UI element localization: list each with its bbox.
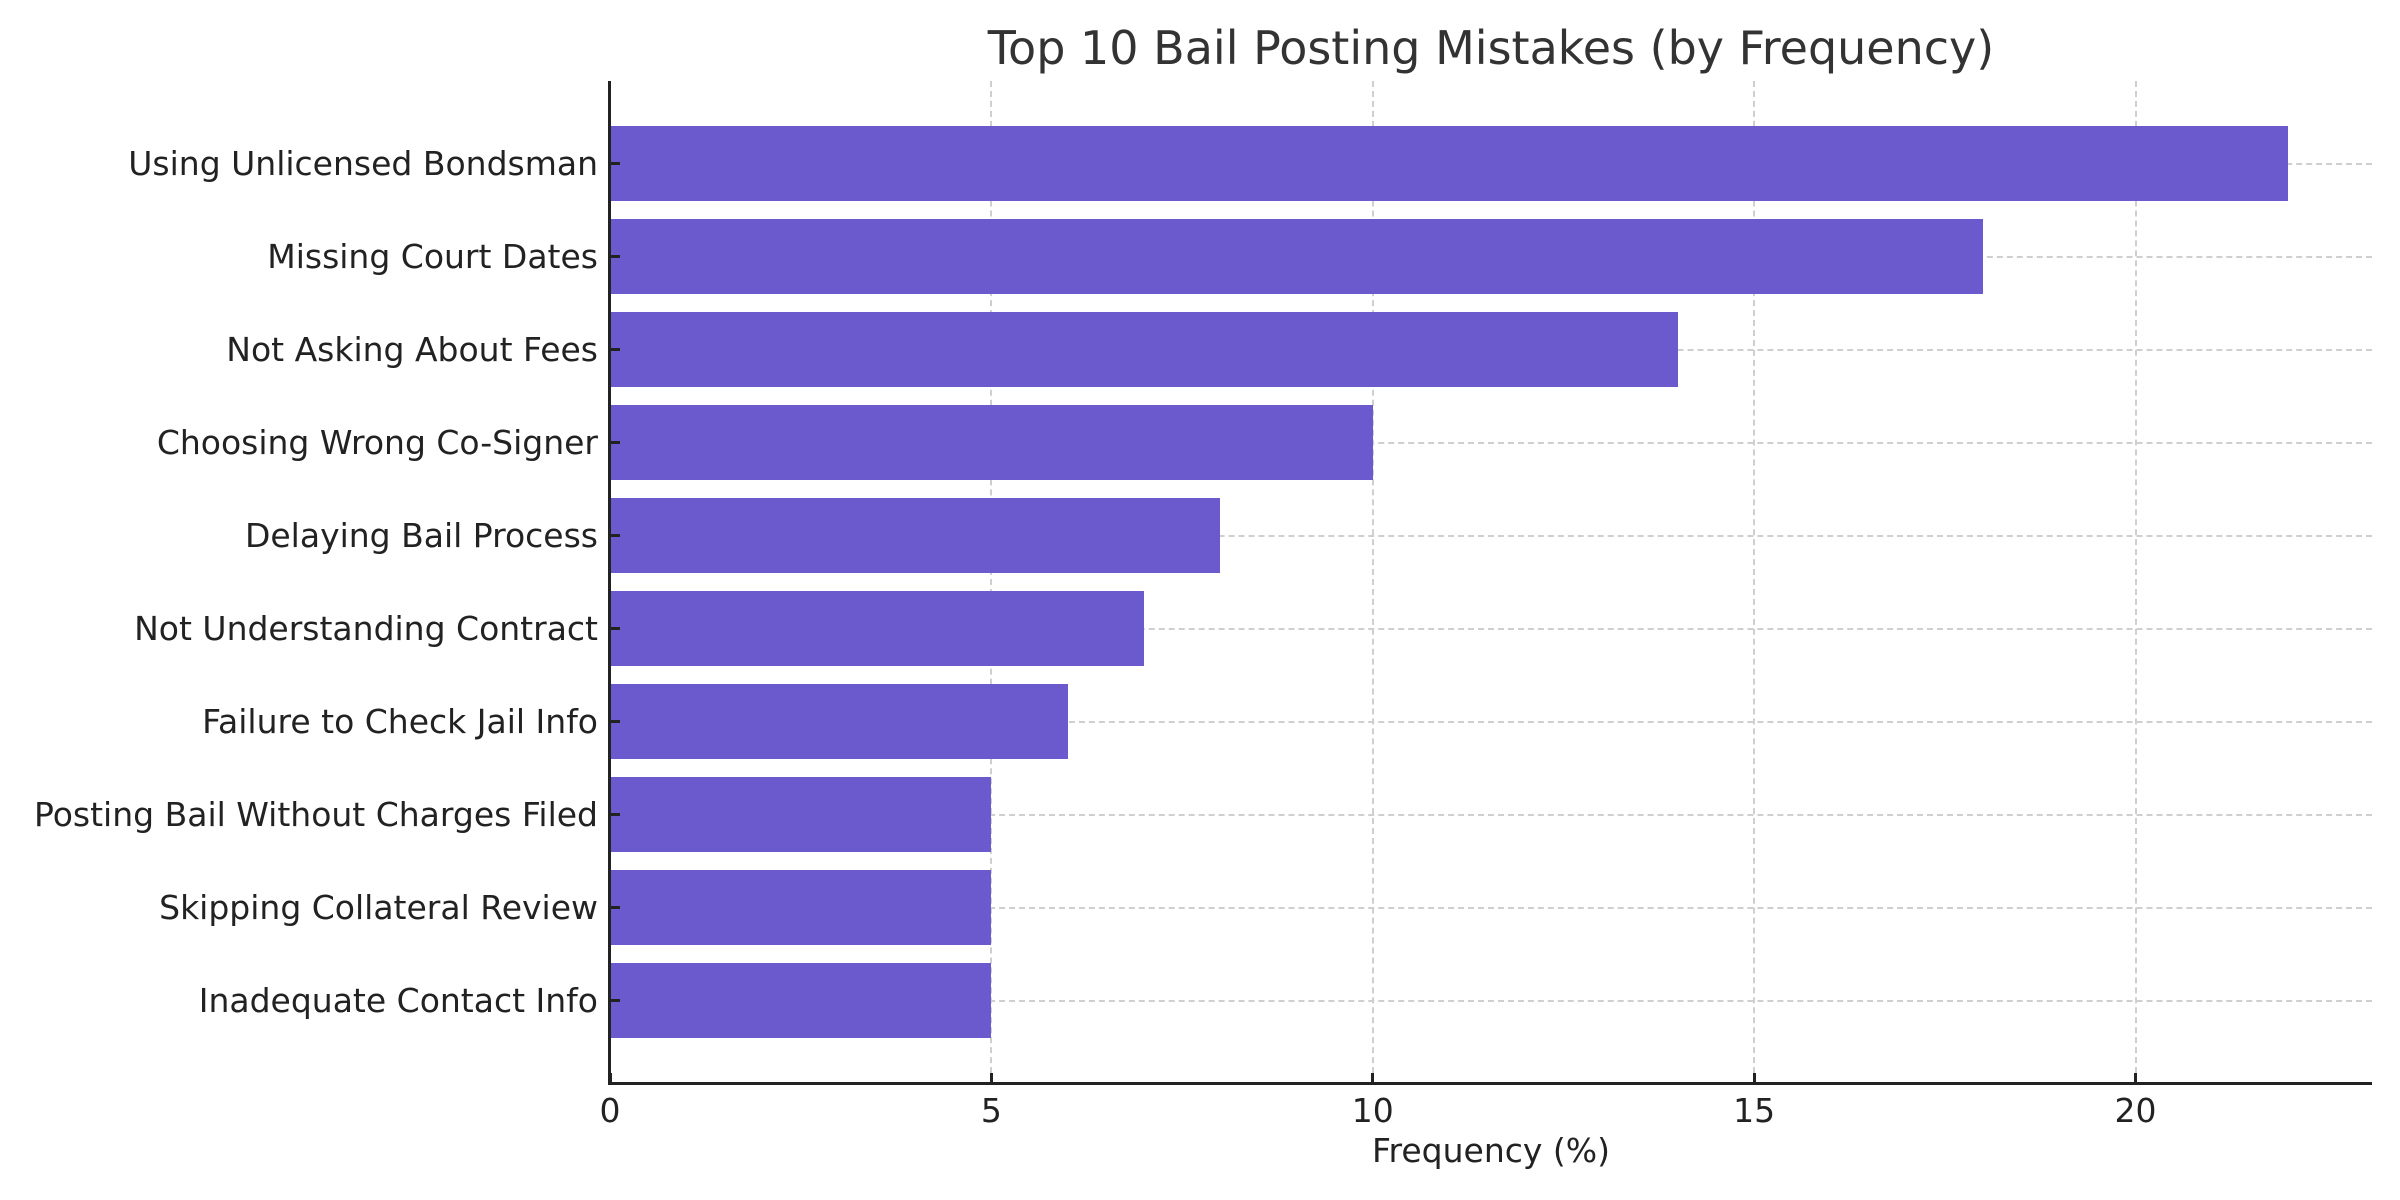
x-tick-label: 20	[2114, 1091, 2157, 1130]
y-gridline	[610, 906, 2372, 909]
bar	[610, 684, 1068, 759]
y-tick-label: Inadequate Contact Info	[198, 980, 598, 1020]
y-gridline	[610, 720, 2372, 723]
y-axis-line	[608, 81, 611, 1085]
x-tick-mark	[1371, 1073, 1375, 1083]
y-tick-mark	[610, 441, 620, 444]
y-tick-label: Missing Court Dates	[267, 236, 598, 276]
y-gridline	[610, 627, 2372, 630]
x-gridline	[990, 81, 993, 1083]
plot-area	[608, 81, 2372, 1085]
y-tick-mark	[610, 162, 620, 165]
x-axis-label: Frequency (%)	[1371, 1131, 1611, 1170]
bar	[610, 126, 2289, 201]
bar	[610, 219, 1983, 294]
y-tick-label: Choosing Wrong Co-Signer	[156, 422, 598, 462]
x-tick-mark	[608, 1073, 612, 1083]
y-tick-label: Not Asking About Fees	[226, 329, 598, 369]
y-tick-mark	[610, 999, 620, 1002]
y-tick-mark	[610, 534, 620, 537]
x-tick-label: 5	[980, 1091, 1002, 1130]
x-tick-mark	[989, 1073, 993, 1083]
x-gridline	[1753, 81, 1756, 1083]
y-tick-mark	[610, 255, 620, 258]
bar	[610, 963, 992, 1038]
x-tick-label: 0	[599, 1091, 621, 1130]
y-tick-label: Not Understanding Contract	[134, 608, 598, 648]
x-tick-mark	[1752, 1073, 1756, 1083]
y-tick-mark	[610, 720, 620, 723]
x-tick-label: 15	[1733, 1091, 1776, 1130]
y-tick-label: Failure to Check Jail Info	[202, 701, 598, 741]
x-axis-line	[608, 1082, 2372, 1085]
x-tick-mark	[2134, 1073, 2138, 1083]
bar	[610, 870, 992, 945]
bar	[610, 405, 1373, 480]
chart-title: Top 10 Bail Posting Mistakes (by Frequen…	[987, 21, 1995, 75]
bar	[610, 498, 1221, 573]
y-tick-label: Delaying Bail Process	[244, 515, 598, 555]
x-gridline	[2134, 81, 2137, 1083]
bar	[610, 591, 1144, 666]
bar	[610, 777, 992, 852]
x-tick-label: 10	[1351, 1091, 1394, 1130]
y-tick-label: Skipping Collateral Review	[159, 887, 598, 927]
y-tick-mark	[610, 348, 620, 351]
y-gridline	[610, 999, 2372, 1002]
y-tick-label: Using Unlicensed Bondsman	[128, 143, 598, 183]
y-gridline	[610, 813, 2372, 816]
y-tick-mark	[610, 906, 620, 909]
y-tick-label: Posting Bail Without Charges Filed	[34, 794, 598, 834]
bar	[610, 312, 1678, 387]
y-gridline	[610, 441, 2372, 444]
y-gridline	[610, 534, 2372, 537]
x-gridline	[1371, 81, 1374, 1083]
y-tick-mark	[610, 813, 620, 816]
y-tick-mark	[610, 627, 620, 630]
